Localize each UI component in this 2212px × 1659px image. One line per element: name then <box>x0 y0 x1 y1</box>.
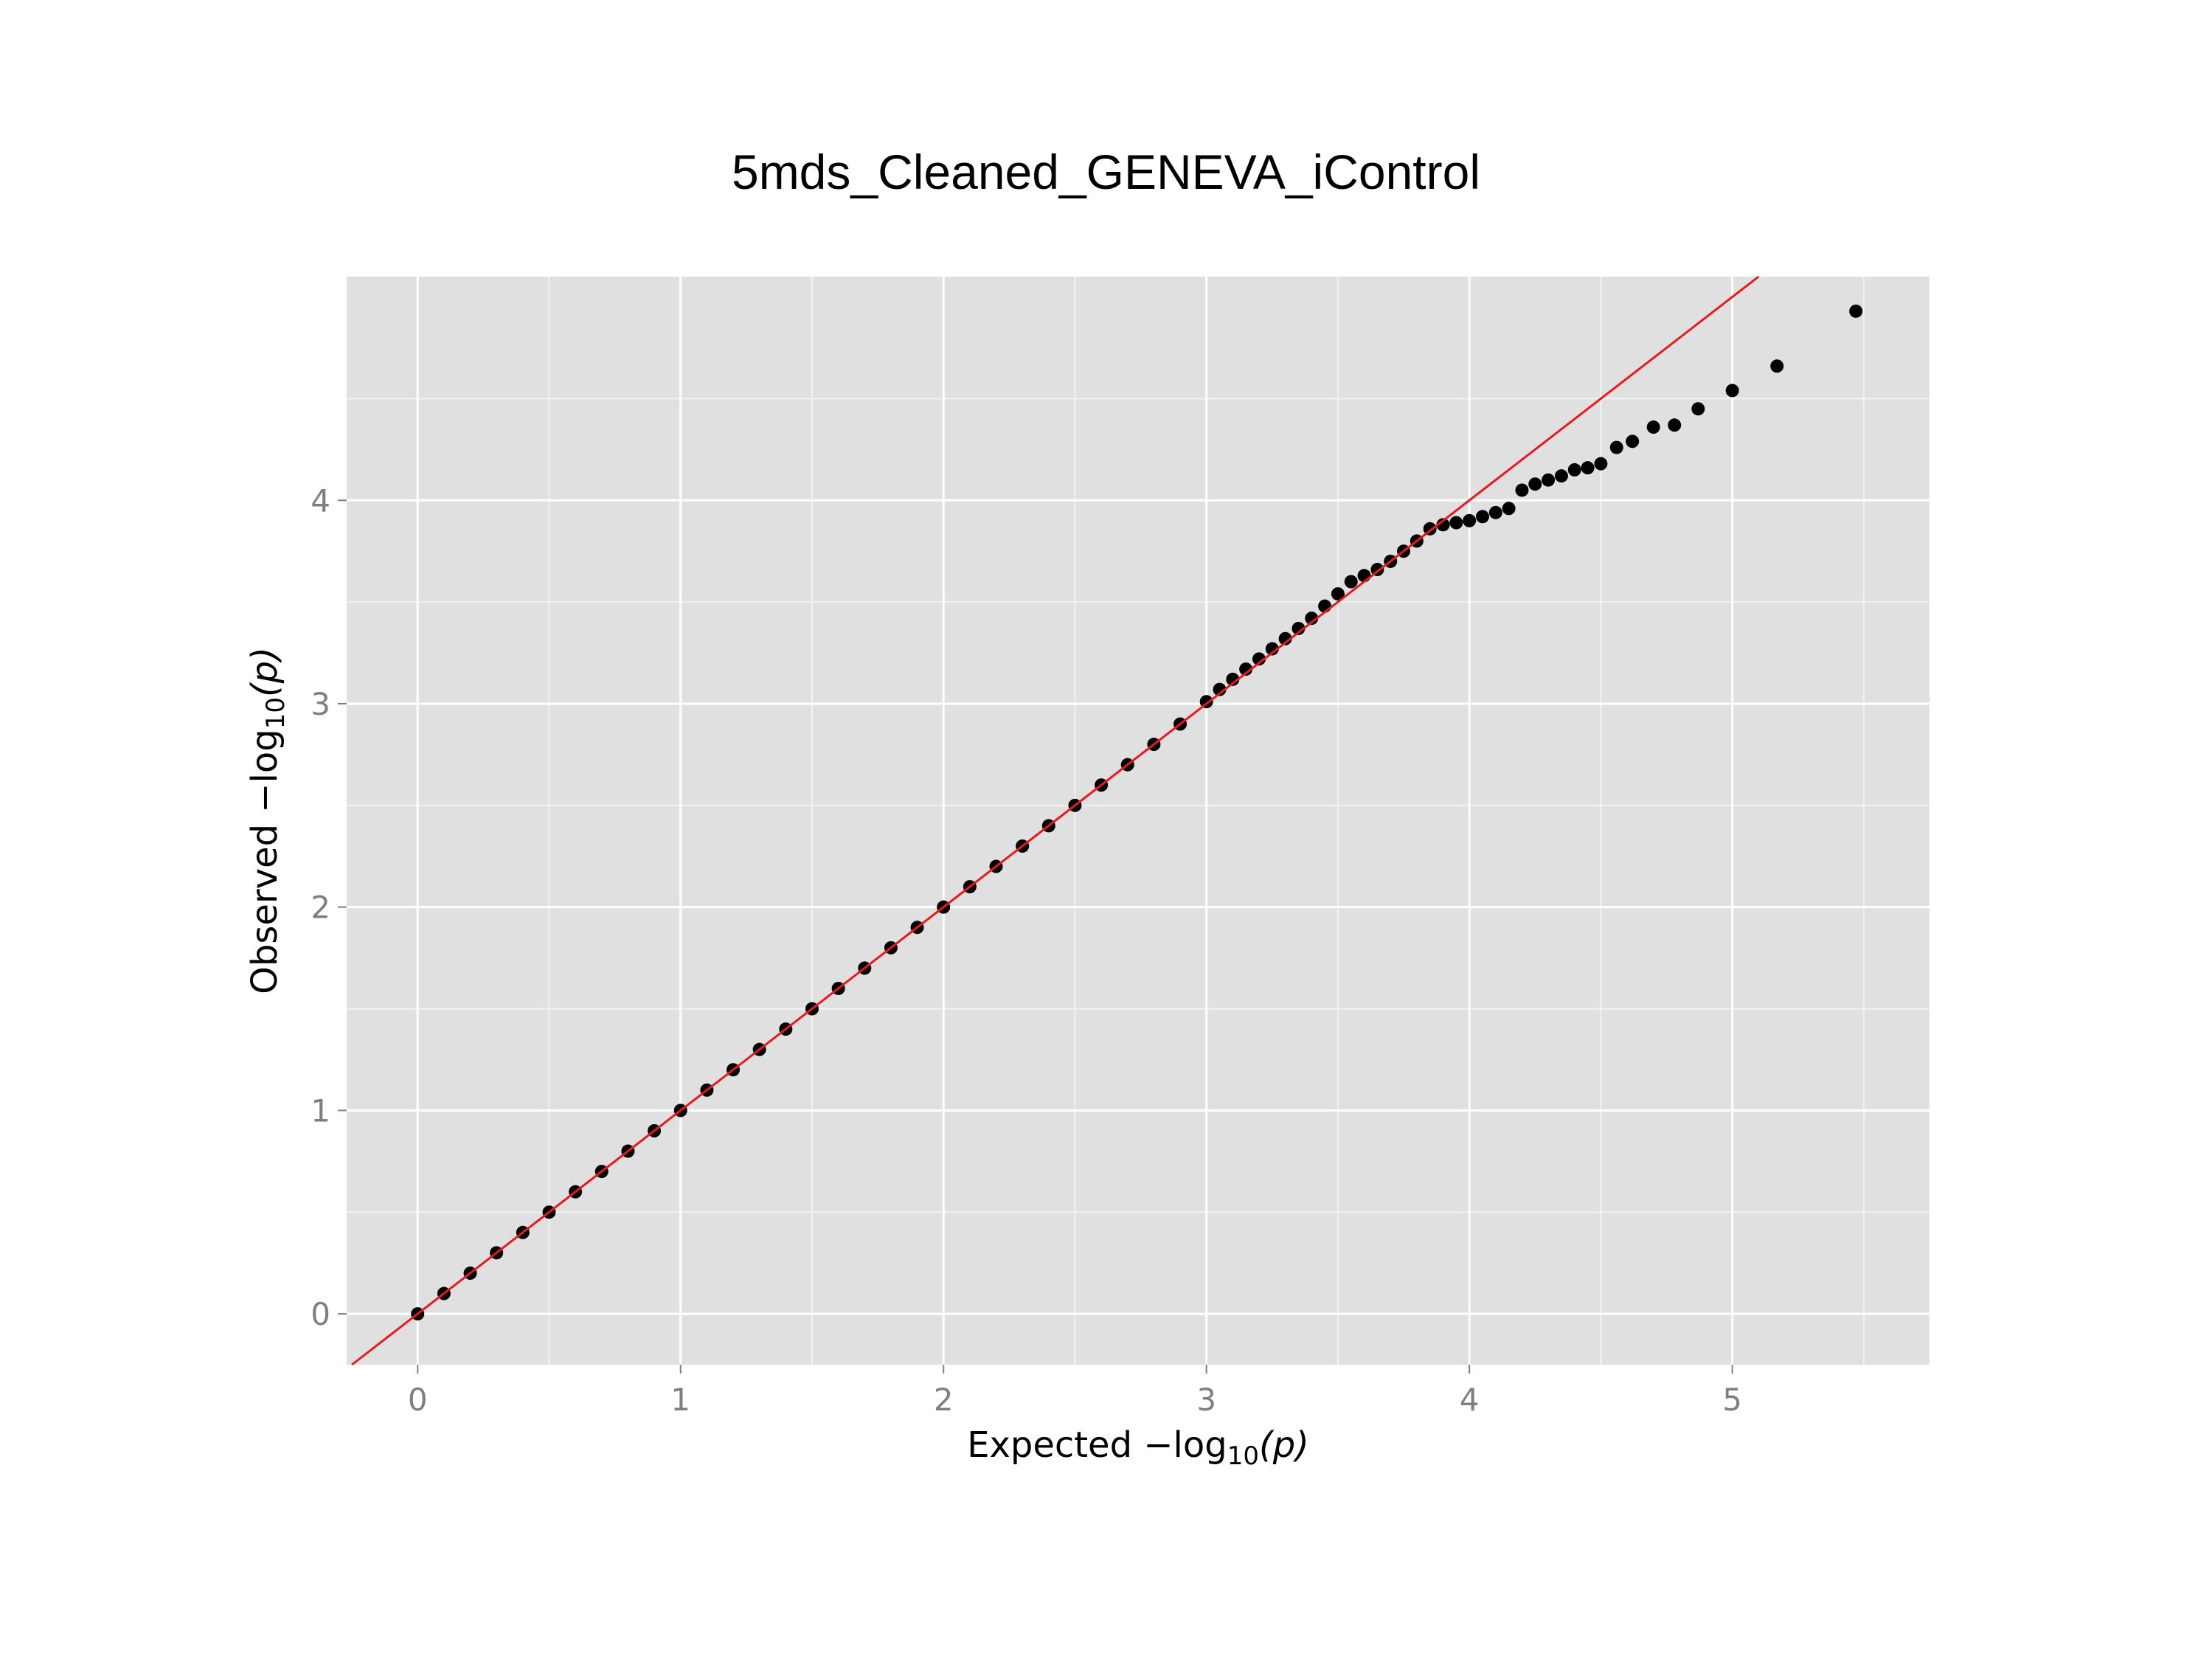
data-point <box>1581 461 1595 475</box>
data-point <box>1449 516 1463 530</box>
x-tick-label: 1 <box>670 1382 690 1418</box>
data-point <box>1668 418 1682 432</box>
data-point <box>1554 469 1568 483</box>
data-point <box>1239 662 1253 676</box>
data-point <box>1318 599 1332 613</box>
y-axis-title-suffix: (p) <box>244 647 285 697</box>
data-point <box>1626 434 1640 448</box>
y-tick-label: 1 <box>311 1092 330 1129</box>
data-point <box>1226 672 1240 686</box>
axis-ticks <box>338 499 1733 1374</box>
y-axis-title-main: Observed −log <box>244 729 285 994</box>
data-point <box>1528 477 1542 491</box>
y-tick-label: 2 <box>311 890 330 926</box>
y-tick-label: 0 <box>311 1296 330 1332</box>
x-axis-title: Expected −log10(p) <box>967 1424 1309 1471</box>
y-tick-label: 4 <box>311 482 330 519</box>
data-point <box>1567 463 1581 477</box>
data-point <box>1278 631 1292 645</box>
x-tick-label: 5 <box>1722 1382 1742 1418</box>
data-point <box>1475 510 1489 524</box>
data-point <box>1849 304 1863 318</box>
x-tick-label: 2 <box>934 1382 954 1418</box>
plot-panel <box>347 277 1930 1365</box>
y-axis-title-subscript: 10 <box>261 697 291 729</box>
data-point <box>1691 402 1705 416</box>
data-point <box>1265 642 1279 656</box>
data-point <box>1515 483 1529 497</box>
data-point <box>1436 518 1450 532</box>
reference-line <box>351 275 1760 1366</box>
chart-title: 5mds_Cleaned_GENEVA_iControl <box>732 145 1480 199</box>
data-point <box>1357 569 1371 583</box>
x-tick-label: 4 <box>1460 1382 1480 1418</box>
data-point <box>1542 473 1556 487</box>
y-tick-label: 3 <box>311 686 330 722</box>
x-axis-title-main: Expected −log <box>967 1424 1227 1466</box>
major-gridlines <box>347 277 1930 1365</box>
y-axis-title: Observed −log10(p) <box>244 647 291 994</box>
data-point <box>1305 612 1319 626</box>
data-point <box>1463 513 1477 527</box>
x-axis-title-suffix: (p) <box>1259 1424 1309 1466</box>
x-axis-title-subscript: 10 <box>1227 1441 1259 1471</box>
y-tick-labels: 0 1 2 3 4 <box>311 482 330 1332</box>
data-point <box>1344 575 1358 589</box>
data-point <box>1770 359 1784 373</box>
data-point <box>1609 440 1623 454</box>
data-point <box>1488 505 1502 519</box>
data-point <box>1213 682 1227 696</box>
data-point <box>1331 587 1345 601</box>
data-point <box>1594 457 1608 471</box>
data-point <box>1252 652 1266 666</box>
minor-gridlines <box>347 277 1930 1365</box>
x-tick-label: 0 <box>408 1382 428 1418</box>
x-tick-labels: 0 1 2 3 4 5 <box>408 1382 1742 1418</box>
data-point <box>1502 502 1516 516</box>
data-point <box>1646 420 1660 434</box>
data-point <box>1725 384 1739 398</box>
data-point <box>1292 621 1306 635</box>
x-tick-label: 3 <box>1196 1382 1216 1418</box>
